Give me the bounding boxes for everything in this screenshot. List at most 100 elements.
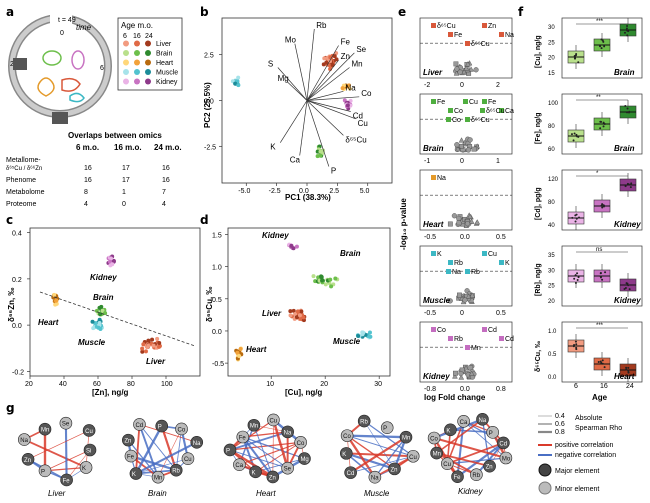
y-tick-label: 15 bbox=[548, 71, 555, 77]
sig-mark: *** bbox=[596, 323, 604, 329]
y-tick-label: 1.0 bbox=[212, 265, 222, 272]
box-point bbox=[600, 120, 603, 123]
overlap-table: Overlaps between omics 6 m.o. 16 m.o. 24… bbox=[6, 131, 182, 208]
volcano-point bbox=[453, 370, 458, 376]
box-point bbox=[603, 123, 606, 126]
sig-point bbox=[482, 23, 487, 28]
time-label: time bbox=[76, 23, 92, 32]
box-point bbox=[625, 27, 628, 30]
legend-width-1: 0.6 bbox=[555, 421, 565, 428]
tissue-label: Heart bbox=[614, 372, 635, 381]
node-label: K bbox=[446, 428, 450, 434]
box-point bbox=[577, 61, 580, 64]
panel-label-b: b bbox=[200, 5, 209, 19]
volcano-brain: Fe Co δ⁶⁵Cu Fe Ca Co Cu δ⁶⁵Cu Brain -1 0 1 bbox=[419, 93, 514, 165]
x-tick-label: 0 bbox=[460, 82, 464, 89]
network-node bbox=[483, 459, 496, 473]
boxplot-subplots: *** Brain [Cu], ng/g 30 25 20 15 ** Brain [Fe], n… bbox=[535, 17, 643, 390]
box-point bbox=[600, 38, 603, 41]
volcano-point bbox=[458, 374, 465, 380]
network-edge bbox=[135, 441, 198, 475]
network-edge bbox=[255, 441, 301, 473]
t-label: t = 49 bbox=[58, 17, 76, 24]
network-edge bbox=[253, 425, 274, 478]
network-node bbox=[249, 465, 262, 479]
box-point bbox=[627, 284, 630, 287]
scatter-point bbox=[109, 256, 114, 261]
network-node bbox=[236, 430, 250, 444]
volcano-point bbox=[469, 292, 476, 298]
network-node bbox=[190, 435, 204, 449]
box-point bbox=[601, 278, 604, 281]
loading-vector bbox=[306, 52, 355, 101]
sig-point bbox=[448, 336, 453, 341]
loading-vector bbox=[306, 100, 351, 112]
node-label: Cu bbox=[184, 457, 192, 463]
point-label: δ⁶⁵Cu bbox=[486, 108, 505, 115]
sig-point bbox=[482, 99, 487, 104]
network-edge bbox=[229, 419, 274, 451]
x-tick-label: 16 bbox=[600, 383, 608, 390]
panel-d: d 10 20 30 1.5 1.0 0.5 0.0 -0.5 [Cu], ng/g δ⁶⁵C… bbox=[200, 213, 391, 397]
group-label-brain: Brain bbox=[93, 293, 114, 302]
node-label: Mn bbox=[433, 452, 441, 458]
table-header-16: 16 m.o. bbox=[114, 143, 142, 152]
scatter-point bbox=[54, 298, 59, 303]
loading-vector bbox=[294, 43, 308, 101]
x-tick-label: 10 bbox=[266, 381, 274, 388]
boxplot-2: * Kidney [Cd], pg/g 120 80 40 bbox=[535, 169, 643, 231]
sig-point bbox=[446, 117, 451, 122]
network-legend: 0.4 0.6 0.8 Absolute Spearman Rho positi… bbox=[538, 413, 622, 495]
x-tick-label: 2 bbox=[496, 82, 500, 89]
pca-ticks: -5.0 -2.5 0.0 2.5 5.0 2.5 0.0 -2.5 bbox=[204, 53, 370, 195]
network-edge bbox=[433, 437, 507, 459]
node-label: Cu bbox=[269, 418, 277, 424]
box-point bbox=[573, 344, 576, 347]
node-label: Ca bbox=[460, 420, 468, 426]
sig-point bbox=[463, 99, 468, 104]
tissue-label: Brain bbox=[614, 68, 635, 77]
scatter-point bbox=[320, 278, 325, 283]
group-label-heart: Heart bbox=[246, 345, 267, 354]
node-label: Zn bbox=[269, 475, 276, 481]
box-point bbox=[626, 107, 629, 110]
pca-point bbox=[334, 57, 339, 62]
network-node bbox=[406, 449, 420, 463]
point-label: δ⁶⁵Cu bbox=[437, 23, 456, 30]
table-title: Overlaps between omics bbox=[68, 131, 162, 140]
sig-point bbox=[431, 23, 436, 28]
node-label: P bbox=[383, 426, 387, 432]
x-tick-label: 30 bbox=[374, 381, 382, 388]
node-label: K bbox=[82, 466, 86, 472]
loading-vector bbox=[299, 100, 308, 156]
scatter-point bbox=[150, 337, 155, 342]
box-point bbox=[600, 47, 603, 50]
pca-point bbox=[233, 81, 238, 86]
sig-point bbox=[499, 336, 504, 341]
scatter-point bbox=[99, 304, 104, 309]
box-point bbox=[573, 132, 576, 135]
pca-xlabel: PC1 (38.3%) bbox=[285, 193, 331, 202]
vector-label: Se bbox=[356, 45, 366, 54]
pca-point bbox=[340, 86, 345, 91]
point-label: Fe bbox=[454, 32, 462, 39]
legend-dot bbox=[145, 78, 151, 85]
box-point bbox=[602, 204, 605, 207]
box-point bbox=[576, 278, 579, 281]
group-label-kidney: Kidney bbox=[262, 231, 289, 240]
node-label: Zn bbox=[391, 467, 398, 473]
network-node bbox=[470, 468, 483, 482]
y-tick-label: 20 bbox=[548, 56, 555, 62]
node-label: Co bbox=[297, 441, 305, 447]
legend-row-label: Heart bbox=[156, 60, 173, 67]
scatter-point bbox=[297, 313, 302, 318]
table-cell: 16 bbox=[84, 165, 92, 172]
network-node bbox=[267, 413, 280, 427]
node-label: Cd bbox=[499, 441, 507, 447]
sig-point bbox=[431, 327, 436, 332]
box-point bbox=[599, 272, 602, 275]
vector-label: Mn bbox=[352, 60, 363, 69]
tissue-label: Kidney bbox=[614, 220, 641, 229]
panel-label-f: f bbox=[518, 5, 524, 19]
